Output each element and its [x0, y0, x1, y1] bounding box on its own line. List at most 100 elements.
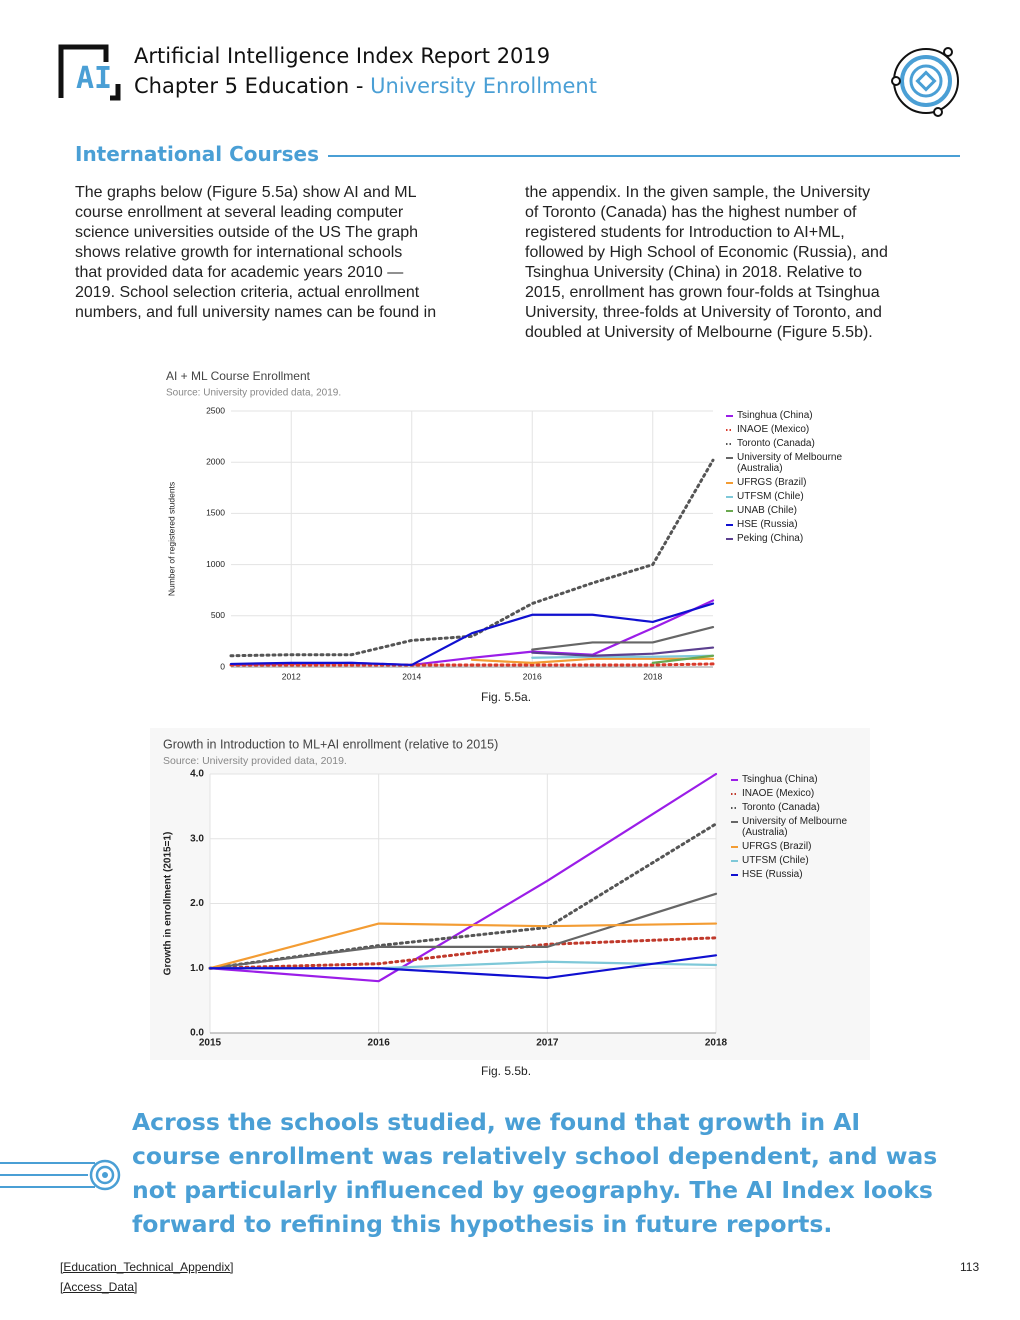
legend-label: Toronto (Canada)	[742, 802, 820, 813]
legend-swatch	[726, 415, 733, 417]
pull-quote: Across the schools studied, we found tha…	[132, 1105, 937, 1241]
y-tick-label: 2000	[206, 456, 225, 466]
x-tick-label: 2012	[282, 671, 301, 681]
legend-item: UNAB (Chile)	[725, 505, 865, 516]
chart-svg: Growth in Introduction to ML+AI enrollme…	[163, 737, 728, 1049]
legend-item: Peking (China)	[725, 533, 865, 544]
legend-label: UFRGS (Brazil)	[737, 477, 807, 488]
page-number: 113	[960, 1260, 980, 1274]
series-line	[531, 646, 715, 657]
topic: University Enrollment	[370, 74, 597, 98]
text-line: 2019. School selection criteria, actual …	[75, 284, 420, 301]
legend-item: INAOE (Mexico)	[730, 788, 870, 799]
legend-item: INAOE (Mexico)	[725, 424, 865, 435]
section-heading: International Courses	[75, 142, 320, 166]
quote-ornament	[0, 1159, 121, 1191]
series-line	[470, 657, 715, 665]
series-line	[229, 662, 715, 667]
y-tick-label: 0.0	[190, 1028, 204, 1039]
x-tick-label: 2017	[536, 1038, 559, 1049]
legend-label: UFRGS (Brazil)	[742, 841, 812, 852]
legend-item: HSE (Russia)	[730, 869, 870, 880]
legend-item: University of Melbourne (Australia)	[730, 816, 870, 838]
logo-text: AI	[76, 61, 112, 96]
legend-item: UTFSM (Chile)	[730, 855, 870, 866]
legend-swatch	[726, 524, 733, 526]
quote-line: Across the schools studied, we found tha…	[132, 1108, 861, 1136]
text-line: followed by High School of Economic (Rus…	[525, 244, 888, 261]
legend-swatch	[731, 793, 738, 795]
legend-swatch	[731, 860, 738, 862]
column: the appendix. In the given sample, the U…	[525, 183, 888, 343]
legend-item: Tsinghua (China)	[730, 774, 870, 785]
legend-swatch	[731, 874, 738, 876]
chapter: Chapter 5 Education -	[134, 74, 364, 98]
legend-swatch	[731, 779, 738, 781]
legend: Tsinghua (China) INAOE (Mexico) Toronto (C…	[725, 410, 865, 547]
text-line: course enrollment at several leading com…	[75, 204, 404, 221]
y-tick-label: 0	[220, 661, 225, 671]
y-tick-label: 1000	[206, 559, 225, 569]
series-line	[208, 892, 718, 970]
y-tick-label: 1500	[206, 508, 225, 518]
legend-label: UTFSM (Chile)	[737, 491, 804, 502]
heading-rule	[328, 155, 960, 157]
legend-label: INAOE (Mexico)	[742, 788, 815, 799]
column: The graphs below (Figure 5.5a) show AI a…	[75, 183, 436, 323]
text-line: 2015, enrollment has grown four-folds at…	[525, 284, 880, 301]
legend-item: Tsinghua (China)	[725, 410, 865, 421]
chart-title: Growth in Introduction to ML+AI enrollme…	[163, 737, 498, 751]
x-tick-label: 2016	[368, 1038, 391, 1049]
figure-caption: Fig. 5.5b.	[481, 1064, 532, 1078]
quote-line: not particularly influenced by geography…	[132, 1176, 933, 1204]
legend-label: University of Melbourne (Australia)	[742, 816, 848, 838]
data-link[interactable]: [Access_Data]	[60, 1280, 138, 1294]
series-line	[229, 458, 715, 658]
chapter-line: Chapter 5 Education - University Enrollm…	[134, 74, 597, 98]
legend-swatch	[731, 846, 738, 848]
y-tick-label: 1.0	[190, 963, 204, 974]
chart: AI + ML Course Enrollment Source: Univers…	[160, 365, 860, 685]
text-line: University, three-folds at University of…	[525, 304, 882, 321]
y-axis-label: Number of registered students	[166, 482, 176, 596]
quote-line: forward to refining this hypothesis in f…	[132, 1210, 833, 1238]
chart-subtitle: Source: University provided data, 2019.	[163, 755, 347, 767]
quote-line: course enrollment was relatively school …	[132, 1142, 938, 1170]
legend-label: Peking (China)	[737, 533, 804, 544]
legend-item: Toronto (Canada)	[730, 802, 870, 813]
legend-label: HSE (Russia)	[742, 869, 803, 880]
legend-item: UTFSM (Chile)	[725, 491, 865, 502]
legend-item: HSE (Russia)	[725, 519, 865, 530]
series-line	[208, 954, 718, 980]
chart: Growth in Introduction to ML+AI enrollme…	[150, 728, 870, 1060]
figure-caption: Fig. 5.5a.	[481, 690, 532, 704]
legend-swatch	[726, 482, 733, 484]
legend-label: UNAB (Chile)	[737, 505, 798, 516]
legend: Tsinghua (China) INAOE (Mexico) Toronto (C…	[730, 774, 870, 883]
series-line	[208, 772, 718, 983]
legend-label: HSE (Russia)	[737, 519, 798, 530]
text-line: science universities outside of the US T…	[75, 224, 419, 241]
chapter-icon	[891, 47, 959, 117]
legend-label: Tsinghua (China)	[737, 410, 813, 421]
x-tick-label: 2016	[523, 671, 542, 681]
chart-subtitle: Source: University provided data, 2019.	[166, 388, 341, 399]
x-tick-label: 2015	[199, 1038, 222, 1049]
report-title: Artificial Intelligence Index Report 201…	[134, 44, 551, 68]
legend-item: Toronto (Canada)	[725, 438, 865, 449]
legend-swatch	[726, 538, 733, 540]
y-tick-label: 3.0	[190, 833, 204, 844]
series-line	[531, 654, 715, 659]
text-line: the appendix. In the given sample, the U…	[525, 184, 871, 201]
legend-label: UTFSM (Chile)	[742, 855, 809, 866]
text-line: The graphs below (Figure 5.5a) show AI a…	[75, 184, 417, 201]
legend-item: University of Melbourne (Australia)	[725, 452, 865, 474]
appendix-link[interactable]: [Education_Technical_Appendix]	[60, 1260, 234, 1274]
legend-swatch	[731, 821, 738, 823]
x-tick-label: 2018	[643, 671, 662, 681]
chart-title: AI + ML Course Enrollment	[166, 369, 311, 383]
text-line: registered students for Introduction to …	[525, 224, 845, 241]
text-line: that provided data for academic years 20…	[75, 264, 404, 281]
legend-label: University of Melbourne (Australia)	[737, 452, 843, 474]
